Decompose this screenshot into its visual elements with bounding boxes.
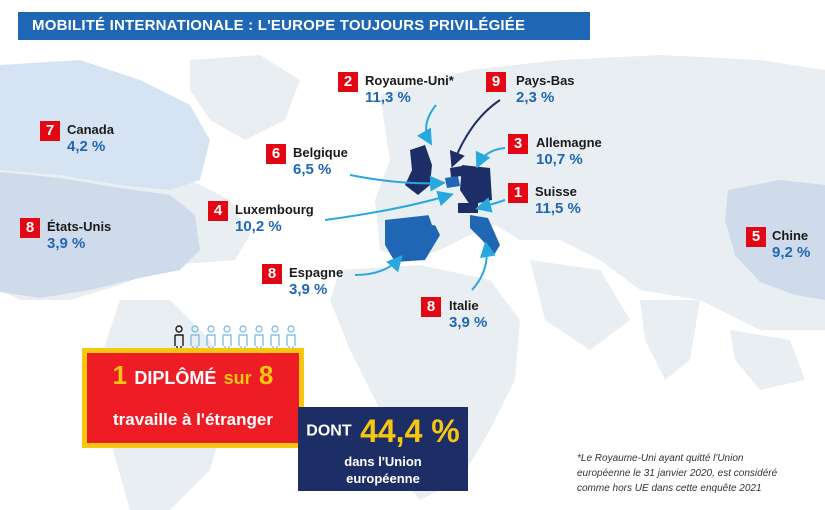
person-icon <box>286 325 296 356</box>
highlight-box: 1 DIPLÔMÉ sur 8 travaille à l'étranger <box>82 348 304 448</box>
country-value: 9,2 % <box>772 244 811 261</box>
rank-badge: 2 <box>338 72 358 92</box>
country-name: Canada <box>67 122 114 137</box>
country-name: Royaume-Uni* <box>365 73 454 88</box>
highlight-subtitle: travaille à l'étranger <box>113 410 273 429</box>
country-name: Espagne <box>289 265 344 280</box>
country-value: 10,7 % <box>536 151 583 168</box>
land-india <box>640 300 700 380</box>
region-switzerland <box>458 203 478 213</box>
country-name: Luxembourg <box>235 202 314 217</box>
label-spain: 8 Espagne 3,9 % <box>262 264 362 304</box>
person-icon <box>222 325 232 356</box>
region-germany <box>460 165 492 205</box>
rank-badge: 8 <box>20 218 40 238</box>
highlight-diplome: DIPLÔMÉ <box>134 368 217 388</box>
label-netherlands: 9 Pays-Bas 2,3 % <box>486 72 596 112</box>
country-value: 3,9 % <box>47 235 86 252</box>
label-china: 5 Chine 9,2 % <box>746 227 825 267</box>
eu-share-headline: DONT 44,4 % <box>298 413 468 450</box>
page-title: MOBILITÉ INTERNATIONALE : L'EUROPE TOUJO… <box>18 12 590 40</box>
arrow-switzerland <box>475 197 506 213</box>
person-icon-highlighted <box>174 325 184 356</box>
country-value: 11,3 % <box>365 89 411 106</box>
rank-badge: 7 <box>40 121 60 141</box>
label-canada: 7 Canada 4,2 % <box>40 121 160 161</box>
eu-label-line3: européenne <box>346 471 420 486</box>
footnote-line1: *Le Royaume-Uni ayant quitté l'Union <box>577 453 744 464</box>
eu-dont-label: DONT <box>306 422 352 440</box>
region-usa <box>0 172 200 298</box>
region-spain <box>385 215 440 262</box>
arrow-uk <box>417 104 437 146</box>
rank-badge: 5 <box>746 227 766 247</box>
land-arabia <box>530 260 630 350</box>
country-value: 3,9 % <box>289 281 328 298</box>
country-name: Allemagne <box>536 135 602 150</box>
rank-badge: 3 <box>508 134 528 154</box>
arrow-germany <box>475 147 506 169</box>
footnote-line3: comme hors UE dans cette enquête 2021 <box>577 483 762 494</box>
region-netherlands <box>450 166 463 177</box>
rank-badge: 1 <box>508 183 528 203</box>
country-value: 6,5 % <box>293 161 332 178</box>
country-name: États-Unis <box>47 219 112 234</box>
land-eurasia <box>375 55 825 330</box>
rank-badge: 6 <box>266 144 286 164</box>
country-name: Pays-Bas <box>516 73 575 88</box>
label-switzerland: 1 Suisse 11,5 % <box>508 183 608 223</box>
person-icon <box>206 325 216 356</box>
region-canada <box>0 60 210 190</box>
person-icon <box>270 325 280 356</box>
arrow-netherlands <box>449 99 501 168</box>
label-luxembourg: 4 Luxembourg 10,2 % <box>208 201 338 241</box>
region-belgium <box>445 176 460 188</box>
eu-label-line2: dans l'Union <box>344 454 422 469</box>
country-name: Italie <box>449 298 479 313</box>
footnote: *Le Royaume-Uni ayant quitté l'Union eur… <box>577 451 817 496</box>
country-value: 4,2 % <box>67 138 106 155</box>
country-name: Chine <box>772 228 809 243</box>
land-se-asia <box>730 330 805 390</box>
highlight-number-one: 1 <box>112 360 128 390</box>
arrow-belgium <box>349 174 446 192</box>
arrow-spain <box>354 255 403 276</box>
label-belgium: 6 Belgique 6,5 % <box>266 144 376 184</box>
land-africa <box>330 265 520 500</box>
rank-badge: 4 <box>208 201 228 221</box>
person-icon <box>254 325 264 356</box>
country-value: 2,3 % <box>516 89 555 106</box>
arrow-luxembourg <box>324 190 454 221</box>
region-ireland <box>394 163 405 180</box>
land-greenland <box>190 55 300 140</box>
country-value: 11,5 % <box>535 200 581 217</box>
label-uk: 2 Royaume-Uni* 11,3 % <box>338 72 478 112</box>
label-italy: 8 Italie 3,9 % <box>421 297 511 337</box>
region-france <box>425 188 465 228</box>
person-icon <box>238 325 248 356</box>
rank-badge: 9 <box>486 72 506 92</box>
highlight-headline: 1 DIPLÔMÉ sur 8 <box>84 360 302 391</box>
rank-badge: 8 <box>262 264 282 284</box>
region-china <box>725 180 825 300</box>
label-germany: 3 Allemagne 10,7 % <box>508 134 623 174</box>
eu-share-box: DONT 44,4 % dans l'Union européenne <box>298 407 468 491</box>
eu-share-value: 44,4 % <box>360 413 460 449</box>
highlight-sur: sur <box>223 368 252 388</box>
rank-badge: 8 <box>421 297 441 317</box>
people-pictogram <box>174 325 296 356</box>
country-name: Suisse <box>535 184 577 199</box>
label-usa: 8 États-Unis 3,9 % <box>20 218 150 258</box>
footnote-line2: européenne le 31 janvier 2020, est consi… <box>577 468 778 479</box>
country-value: 3,9 % <box>449 314 488 331</box>
highlight-number-eight: 8 <box>258 360 274 390</box>
person-icon <box>190 325 200 356</box>
country-name: Belgique <box>293 145 348 160</box>
country-value: 10,2 % <box>235 218 282 235</box>
arrow-italy <box>471 241 496 291</box>
